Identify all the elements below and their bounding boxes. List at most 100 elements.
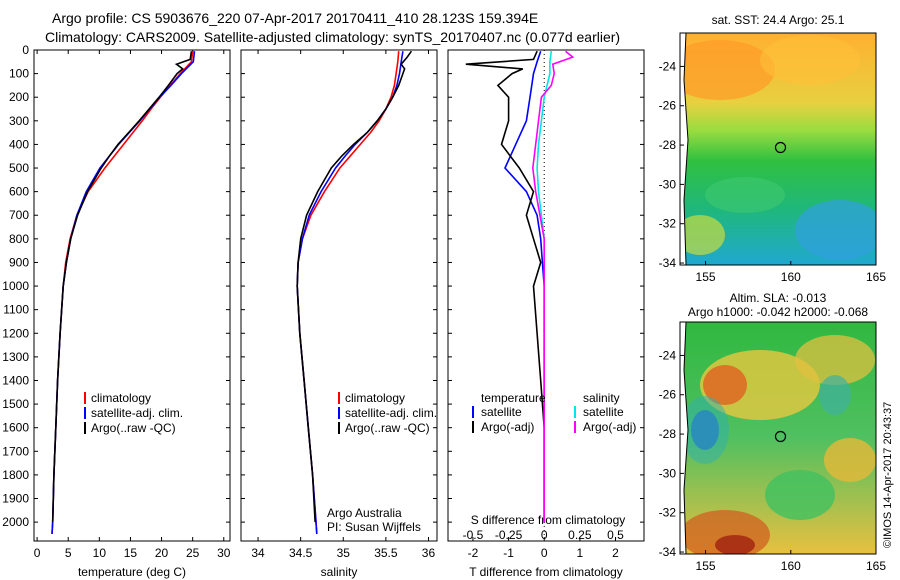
map-y-tick-label: -30 xyxy=(659,177,677,191)
imos-timestamp: ©IMOS 14-Apr-2017 20:43:37 xyxy=(882,401,894,548)
map-y-tick-label: -26 xyxy=(659,388,677,402)
legend-label-satellite: satellite-adj. clim. xyxy=(91,406,183,420)
x-tick-label: 0 xyxy=(34,546,41,560)
x2-tick-label: -0.5 xyxy=(463,528,484,542)
argo-float-marker xyxy=(774,141,787,154)
depth-tick-label: 300 xyxy=(9,114,29,128)
sla-map-field xyxy=(680,322,876,554)
salinity-difference-axis: -0.5-0.2500.250.5 xyxy=(463,528,625,542)
x-tick-label: 1 xyxy=(577,546,584,560)
x2-tick-label: 0.5 xyxy=(607,528,624,542)
map-x-tick-label: 155 xyxy=(696,559,716,573)
x-tick-label: 0 xyxy=(541,546,548,560)
map-y-tick-label: -34 xyxy=(659,545,677,559)
x-tick-label: 35 xyxy=(337,546,351,560)
legend-label-climatology: climatology xyxy=(345,391,405,405)
annotation-line1: Argo Australia xyxy=(327,506,402,520)
depth-tick-label: 1600 xyxy=(2,421,29,435)
depth-tick-label: 800 xyxy=(9,232,29,246)
x-tick-label: 34.5 xyxy=(289,546,313,560)
sst-map-axes: 155 160 165 -24 -26 -28 -30 -32 -34 xyxy=(659,59,887,284)
depth-tick-label: 700 xyxy=(9,208,29,222)
map-y-tick-label: -26 xyxy=(659,99,677,113)
legend-label-climatology: climatology xyxy=(91,391,151,405)
depth-tick-label: 1100 xyxy=(3,303,29,317)
depth-tick-label: 400 xyxy=(9,137,29,151)
x2-tick-label: 0.25 xyxy=(568,528,592,542)
legend-label-argo: Argo(..raw -QC) xyxy=(345,421,430,435)
series-line-satellite-adj-clim- xyxy=(51,51,196,534)
temperature-series xyxy=(51,51,196,534)
map-y-tick-label: -28 xyxy=(659,427,677,441)
figure-title-line1: Argo profile: CS 5903676_220 07-Apr-2017… xyxy=(52,10,539,26)
legend-label-s-argo: Argo(-adj) xyxy=(583,420,636,434)
temperature-legend: climatology satellite-adj. clim. Argo(..… xyxy=(84,391,183,435)
series-line-salinity-argo-adj- xyxy=(531,50,575,523)
depth-tick-label: 500 xyxy=(9,161,29,175)
depth-tick-label: 1500 xyxy=(2,397,29,411)
legend-label-s-satellite: satellite xyxy=(583,405,624,419)
legend-title-temperature: temperature xyxy=(481,391,546,405)
sla-map-title2: Argo h1000: -0.042 h2000: -0.068 xyxy=(688,305,868,319)
salinity-x-axis: 34 34.5 35 35.5 36 xyxy=(251,50,435,560)
map-x-tick-label: 160 xyxy=(781,559,801,573)
sst-map-field xyxy=(680,33,876,265)
x-tick-label: -2 xyxy=(468,546,479,560)
x-tick-label: 10 xyxy=(93,546,107,560)
annotation-line2: PI: Susan Wijffels xyxy=(327,520,421,534)
legend-label-t-argo: Argo(-adj) xyxy=(481,420,534,434)
series-line-climatology xyxy=(51,51,194,534)
sla-map-axes: 155 160 165 -24 -26 -28 -30 -32 -34 xyxy=(659,348,887,573)
depth-tick-label: 200 xyxy=(9,90,29,104)
series-line-satellite-adj-clim- xyxy=(296,51,404,534)
map-y-tick-label: -32 xyxy=(659,217,677,231)
temperature-plot-frame xyxy=(33,49,231,542)
depth-tick-label: 1700 xyxy=(2,444,29,458)
depth-tick-label: 1200 xyxy=(2,326,29,340)
temperature-x-axis: 0 5 10 15 20 25 30 xyxy=(34,50,231,560)
salinity-x-label: salinity xyxy=(321,565,358,579)
argo-float-marker xyxy=(774,430,787,443)
depth-axis: 0 100 200 300 400 500 600 700 800 900 1000 1100 1200… xyxy=(2,43,644,529)
depth-tick-label: 2000 xyxy=(2,515,29,529)
x-tick-label: 36 xyxy=(422,546,436,560)
x-tick-label: 20 xyxy=(155,546,169,560)
map-y-tick-label: -24 xyxy=(659,348,677,362)
x-tick-label: -1 xyxy=(503,546,514,560)
map-y-tick-label: -28 xyxy=(659,138,677,152)
x-tick-label: 15 xyxy=(124,546,138,560)
x-tick-label: 34 xyxy=(251,546,265,560)
series-line-climatology xyxy=(296,51,400,534)
series-line-argo-raw-qc- xyxy=(51,51,193,523)
x-tick-label: 35.5 xyxy=(374,546,398,560)
x-tick-label: 2 xyxy=(612,546,619,560)
x2-tick-label: -0.25 xyxy=(495,528,523,542)
difference-plot-frame xyxy=(447,49,645,542)
legend-label-t-satellite: satellite xyxy=(481,405,522,419)
series-line-temperature-argo-adj- xyxy=(465,50,546,523)
depth-tick-label: 1400 xyxy=(2,373,29,387)
difference-series xyxy=(465,50,575,541)
series-line-argo-raw-qc- xyxy=(296,50,413,523)
map-y-tick-label: -34 xyxy=(659,256,677,270)
depth-tick-label: 0 xyxy=(22,43,29,57)
map-x-tick-label: 165 xyxy=(866,559,886,573)
map-x-tick-label: 165 xyxy=(866,270,886,284)
depth-tick-label: 900 xyxy=(9,255,29,269)
sla-map-frame xyxy=(679,321,877,555)
salinity-legend: climatology satellite-adj. clim. Argo(..… xyxy=(327,391,437,534)
difference-legend: temperature salinity satellite Argo(-adj… xyxy=(472,391,636,434)
map-x-tick-label: 155 xyxy=(696,270,716,284)
sst-map-title: sat. SST: 24.4 Argo: 25.1 xyxy=(712,13,845,27)
depth-tick-label: 1800 xyxy=(2,468,29,482)
x-tick-label: 30 xyxy=(217,546,231,560)
depth-tick-label: 600 xyxy=(9,185,29,199)
depth-tick-label: 1300 xyxy=(2,350,29,364)
difference-x-label: T difference from climatology xyxy=(469,565,623,579)
map-y-tick-label: -24 xyxy=(659,59,677,73)
difference-x2-label: S difference from climatology xyxy=(471,513,626,527)
figure-title-line2: Climatology: CARS2009. Satellite-adjuste… xyxy=(45,29,621,45)
legend-label-satellite: satellite-adj. clim. xyxy=(345,406,437,420)
x-tick-label: 5 xyxy=(65,546,72,560)
